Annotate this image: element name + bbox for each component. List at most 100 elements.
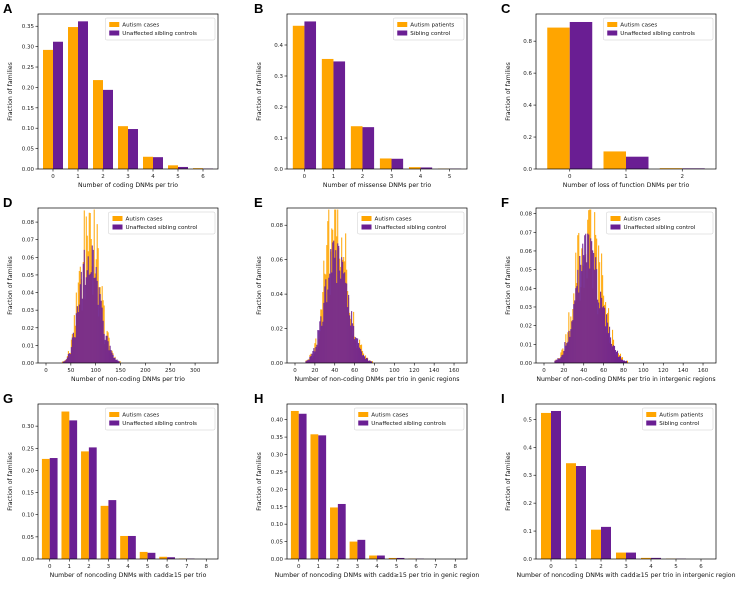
hist-bin-control <box>625 361 626 363</box>
hist-bin-control <box>596 269 598 363</box>
bar-control <box>298 413 307 559</box>
hist-bin-control <box>601 297 603 363</box>
hist-bin-control <box>78 304 80 363</box>
x-tick-label: 5 <box>176 174 180 180</box>
panel-letter: A <box>3 1 13 16</box>
hist-bin-control <box>117 360 119 363</box>
hist-bin-control <box>95 266 97 363</box>
bar-control <box>128 535 136 559</box>
x-tick-label: 0 <box>568 174 572 180</box>
x-tick-label: 3 <box>624 564 628 570</box>
hist-bin-control <box>566 343 568 363</box>
y-tick-label: 0.04 <box>271 292 284 298</box>
hist-bin-control <box>316 344 318 363</box>
hist-bin-control <box>315 347 317 363</box>
bar-case <box>159 556 168 559</box>
hist-bin-control <box>355 337 357 363</box>
bar-case <box>290 410 299 559</box>
hist-bin-control <box>370 361 372 363</box>
panel-letter: B <box>254 1 263 16</box>
x-tick-label: 20 <box>311 368 318 374</box>
y-tick-label: 0.02 <box>22 326 34 332</box>
bar-control <box>153 157 163 169</box>
legend-label: Autism cases <box>375 217 412 223</box>
x-tick-label: 8 <box>205 564 209 570</box>
hist-bin-control <box>369 360 371 363</box>
hist-bin-control <box>108 350 110 363</box>
legend: Autism cases Unaffected sibling controls <box>354 407 465 431</box>
hist-bin-control <box>556 359 558 363</box>
hist-bin-control <box>344 272 346 363</box>
x-tick-label: 140 <box>429 368 440 374</box>
hist-bin-control <box>97 304 99 363</box>
hist-bin-control <box>562 354 564 363</box>
y-tick-label: 0.6 <box>523 71 532 77</box>
hist-bin-control <box>101 307 103 363</box>
y-tick-label: 0.30 <box>271 453 284 459</box>
bar-case <box>168 165 178 169</box>
hist-bin-control <box>367 358 369 363</box>
x-tick-label: 1 <box>574 564 578 570</box>
bar-control <box>377 555 385 559</box>
y-tick-label: 0.0 <box>523 167 532 173</box>
hist-bin-control <box>570 329 572 363</box>
x-tick-label: 2 <box>681 174 685 180</box>
y-tick-label: 0.5 <box>523 417 532 423</box>
x-axis-label: Number of noncoding DNMs with cadd≥15 pe… <box>275 572 480 579</box>
bar-case <box>369 555 377 559</box>
hist-bin-control <box>67 354 69 363</box>
x-tick-label: 4 <box>151 174 155 180</box>
hist-bin-control <box>571 321 573 363</box>
y-tick-label: 0.10 <box>22 126 35 132</box>
bar-case <box>659 168 683 169</box>
y-tick-label: 0.00 <box>271 557 284 563</box>
y-tick-label: 0.05 <box>22 147 35 153</box>
hist-bin-control <box>63 361 65 363</box>
hist-bin-control <box>599 308 601 363</box>
x-tick-label: 80 <box>371 368 378 374</box>
bar-case <box>93 80 103 169</box>
legend-swatch-control <box>358 420 369 426</box>
bar-control <box>53 41 63 169</box>
legend-label: Sibling control <box>410 31 450 37</box>
y-tick-label: 0.06 <box>520 249 533 255</box>
hist-bin-control <box>574 300 576 363</box>
y-axis-label: Fraction of families <box>256 62 263 121</box>
bar-control <box>88 447 97 559</box>
y-tick-label: 0.0 <box>274 167 283 173</box>
hist-bin-control <box>111 352 113 363</box>
bar-case <box>349 541 358 559</box>
x-tick-label: 140 <box>678 368 689 374</box>
hist-bin-control <box>73 337 75 363</box>
hist-bin-control <box>118 361 120 363</box>
bar-control <box>601 526 611 559</box>
y-tick-label: 0.07 <box>22 238 35 244</box>
hist-bin-control <box>92 249 94 363</box>
hist-bin-control <box>64 360 66 363</box>
hist-bin-control <box>595 257 597 363</box>
hist-bin-control <box>362 355 364 363</box>
x-tick-label: 5 <box>146 564 150 570</box>
panel-a: A 0.00 0.05 0.10 0.15 0.20 0.25 0.30 0.35 0 1 2 3 4 5 6… <box>3 1 219 189</box>
y-tick-label: 0.2 <box>523 501 532 507</box>
y-tick-label: 0.04 <box>22 291 35 297</box>
x-axis-label: Number of non-coding DNMs per trio <box>71 376 185 383</box>
x-tick-label: 6 <box>414 564 418 570</box>
x-tick-label: 3 <box>126 174 130 180</box>
y-tick-label: 0.00 <box>22 361 35 367</box>
hist-bin-control <box>305 361 307 363</box>
hist-bin-control <box>68 353 70 363</box>
hist-bin-control <box>76 306 78 363</box>
hist-bin-control <box>348 294 350 363</box>
hist-bin-control <box>104 339 106 363</box>
y-tick-label: 0.08 <box>520 212 533 218</box>
hist-bin-control <box>320 316 322 363</box>
y-tick-label: 0.0 <box>523 557 532 563</box>
bar-control <box>420 167 433 169</box>
x-tick-label: 3 <box>356 564 360 570</box>
hist-bin-control <box>593 252 595 363</box>
hist-bin-control <box>65 359 67 363</box>
hist-bin-control <box>365 358 367 363</box>
y-tick-label: 0.20 <box>22 85 35 91</box>
y-tick-label: 0.03 <box>520 305 533 311</box>
